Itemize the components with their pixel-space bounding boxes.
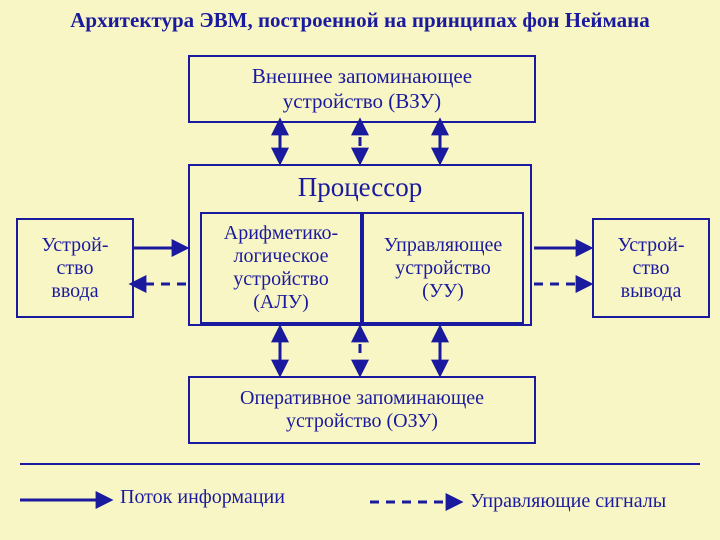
legend-signals-label: Управляющие сигналы xyxy=(470,490,666,513)
node-ext-storage-label: Внешнее запоминающееустройство (ВЗУ) xyxy=(252,64,472,114)
node-input: Устрой-ствоввода xyxy=(16,218,134,318)
node-alu-label: Арифметико-логическоеустройство(АЛУ) xyxy=(224,222,338,314)
node-cu: Управляющееустройство(УУ) xyxy=(362,212,524,324)
node-ram: Оперативное запоминающееустройство (ОЗУ) xyxy=(188,376,536,444)
legend-info-label: Поток информации xyxy=(120,486,285,509)
node-processor-label: Процессор xyxy=(298,172,423,203)
legend-info: Поток информации xyxy=(120,486,285,509)
node-output: Устрой-ствовывода xyxy=(592,218,710,318)
node-input-label: Устрой-ствоввода xyxy=(42,234,109,303)
node-ext-storage: Внешнее запоминающееустройство (ВЗУ) xyxy=(188,55,536,123)
node-ram-label: Оперативное запоминающееустройство (ОЗУ) xyxy=(240,387,484,433)
diagram-title: Архитектура ЭВМ, построенной на принципа… xyxy=(0,8,720,33)
legend-signals: Управляющие сигналы xyxy=(470,490,666,513)
node-output-label: Устрой-ствовывода xyxy=(618,234,685,303)
node-cu-label: Управляющееустройство(УУ) xyxy=(384,234,502,303)
node-alu: Арифметико-логическоеустройство(АЛУ) xyxy=(200,212,362,324)
